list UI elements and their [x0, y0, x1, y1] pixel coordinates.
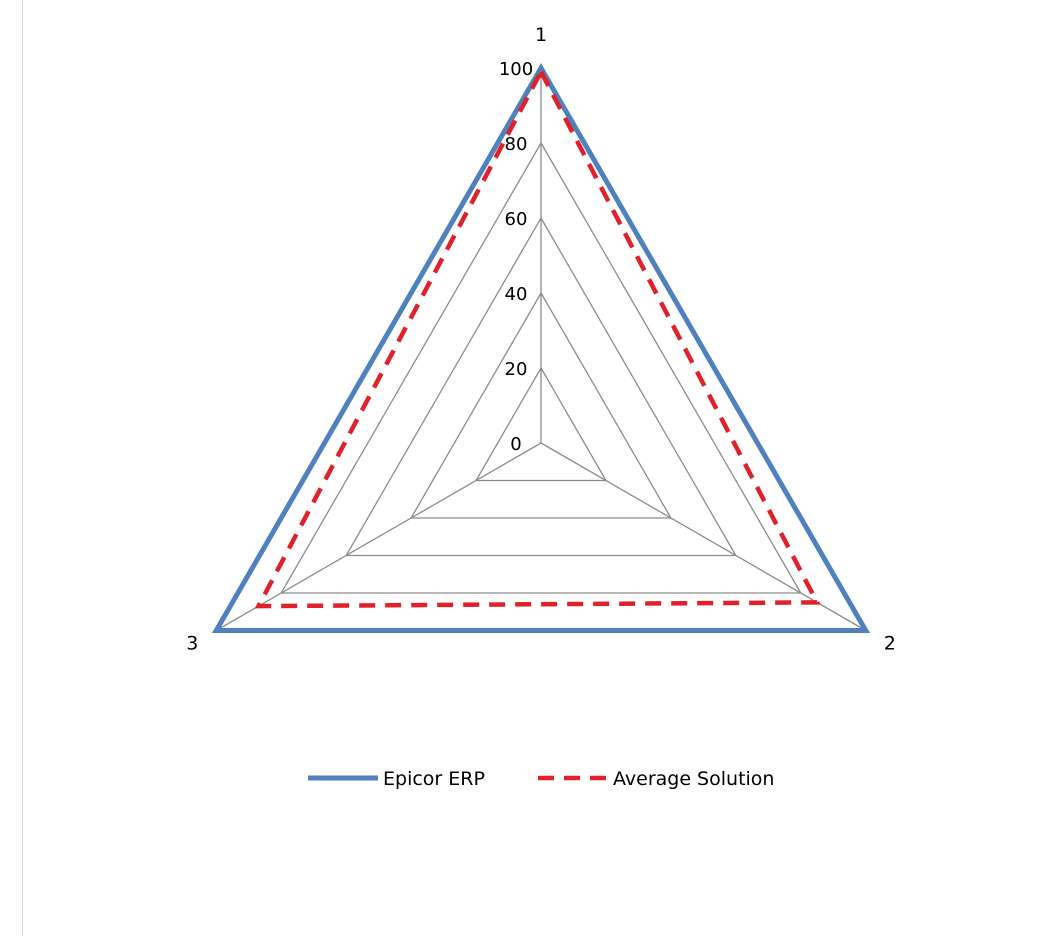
series-average-solution-line	[258, 72, 817, 606]
tick-label-20: 20	[505, 359, 528, 380]
tick-label-40: 40	[505, 284, 528, 305]
category-label-1: 1	[535, 24, 547, 46]
tick-label-60: 60	[505, 209, 528, 230]
axis-layer	[216, 68, 866, 631]
tick-label-0: 0	[510, 434, 521, 455]
category-label-3: 3	[186, 633, 198, 655]
category-label-2: 2	[884, 633, 896, 655]
legend-label: Epicor ERP	[383, 768, 485, 790]
legend: Epicor ERP Average Solution	[308, 768, 774, 790]
tick-label-80: 80	[505, 134, 528, 155]
legend-item-epicor-erp: Epicor ERP	[308, 768, 485, 790]
tick-label-100: 100	[499, 59, 533, 80]
legend-item-average-solution: Average Solution	[538, 768, 774, 790]
legend-label: Average Solution	[613, 768, 774, 790]
tick-layer: 0 20 40 60 80 100	[499, 59, 533, 455]
